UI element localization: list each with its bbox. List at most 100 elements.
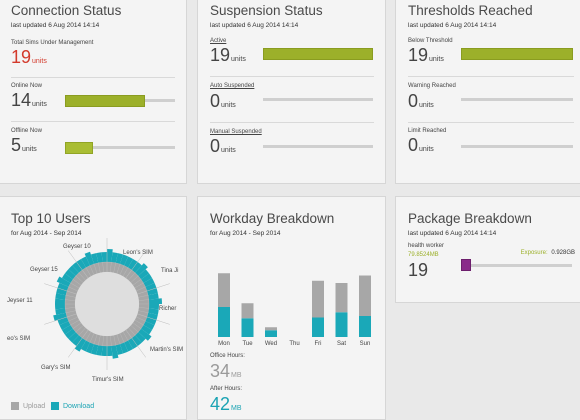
card-title: Thresholds Reached <box>408 3 533 18</box>
warning-reached-value: 0units <box>408 92 434 115</box>
below-threshold-value: 19units <box>408 46 444 69</box>
label-leader-line <box>68 250 89 279</box>
card-title: Suspension Status <box>210 3 323 18</box>
warning-reached-label: Warning Reached <box>408 83 456 89</box>
bar-download-tue <box>241 318 254 337</box>
last-updated: last updated 6 Aug 2014 14:14 <box>11 22 100 29</box>
upload-swatch <box>11 402 19 410</box>
total-sims-label: Total Sims Under Management <box>11 40 94 46</box>
office-number: 34 <box>210 361 231 381</box>
ring-download-segment <box>72 335 83 347</box>
user-label: Richer <box>159 306 177 312</box>
tick-label-fri: Fri <box>315 341 322 347</box>
ring-download-segment <box>124 340 133 352</box>
period: for Aug 2014 - Sep 2014 <box>11 230 82 237</box>
connection-status-card: Connection Status last updated 6 Aug 201… <box>0 0 187 184</box>
package-usage: 79.8524MB <box>408 252 439 258</box>
active-bar <box>263 48 373 60</box>
tick-label-thu: Thu <box>289 341 299 347</box>
ring-download-segment <box>57 282 69 292</box>
ring-download-segment <box>64 269 76 280</box>
manual-suspended-link[interactable]: Manual Suspended <box>210 129 262 135</box>
ring-download-segment <box>90 253 99 265</box>
bar-download-sun <box>359 316 371 337</box>
ring-download-segment <box>55 298 66 304</box>
ring-download-segment <box>101 252 107 263</box>
workday-bar-chart: Mon Tue Wed Thu Fri Sat Sun <box>218 273 371 347</box>
ring-download-segment <box>135 263 148 276</box>
user-label: Timur's SIM <box>92 377 124 383</box>
upload-label: Upload <box>22 402 46 410</box>
bar-download-fri <box>312 317 324 337</box>
below-threshold-label: Below Threshold <box>408 38 453 44</box>
ring-download-segment <box>131 261 142 273</box>
below-threshold-bar <box>461 48 573 60</box>
bar-upload-sat <box>335 283 348 313</box>
legend-download[interactable]: Download <box>51 402 94 410</box>
package-count: 19 <box>408 260 429 280</box>
office-hours-label: Office Hours: <box>210 353 245 359</box>
ring-download-segment <box>85 342 95 354</box>
exposure-label: Exposure: <box>520 250 548 256</box>
warning-number: 0 <box>408 91 419 111</box>
ring-download-segment <box>146 312 158 321</box>
download-swatch <box>51 402 59 410</box>
manual-number: 0 <box>210 136 221 156</box>
exposure-value: 0.928GB <box>551 250 575 256</box>
online-bar <box>65 95 145 107</box>
divider <box>210 122 374 123</box>
last-updated: last updated 6 Aug 2014 14:14 <box>408 230 497 237</box>
online-now-label: Online Now <box>11 83 43 89</box>
exposure: Exposure: 0.928GB <box>521 250 575 256</box>
bar-download-mon <box>218 307 230 337</box>
label-leader-line <box>44 283 77 295</box>
below-number: 19 <box>408 45 429 65</box>
office-hours-value: 34MB <box>210 362 242 385</box>
ring-download-segment <box>119 342 129 354</box>
workday-card: Workday Breakdown for Aug 2014 - Sep 201… <box>197 196 386 420</box>
warning-track <box>461 98 573 101</box>
ring-center <box>75 272 139 336</box>
auto-track <box>263 98 373 101</box>
bar-download-wed <box>265 330 277 337</box>
label-leader-line <box>125 329 146 358</box>
active-link[interactable]: Active <box>210 38 227 44</box>
ring-download-segment <box>84 251 95 266</box>
bar-upload-mon <box>218 273 230 307</box>
auto-suspended-link[interactable]: Auto Suspended <box>210 83 255 89</box>
package-track <box>461 264 572 267</box>
top-users-card: Top 10 Users for Aug 2014 - Sep 2014 Gey… <box>0 196 187 420</box>
ring-download-segment <box>96 345 103 356</box>
user-label: Martin's SIM <box>150 347 184 353</box>
card-title: Package Breakdown <box>408 211 532 226</box>
legend-upload[interactable]: Upload <box>11 402 45 410</box>
ring-download-segment <box>59 321 71 330</box>
below-unit: units <box>429 56 444 63</box>
label-leader-line <box>44 313 77 325</box>
user-label: Leon's SIM <box>123 250 153 256</box>
user-label: Geyser 15 <box>30 267 58 273</box>
ring-download-segment <box>74 337 86 352</box>
bar-upload-wed <box>265 327 277 331</box>
ring-download-segment <box>55 293 66 300</box>
card-title: Top 10 Users <box>11 211 91 226</box>
ring-download-segment <box>148 298 162 304</box>
ring-download-segment <box>107 345 113 356</box>
card-title: Workday Breakdown <box>210 211 335 226</box>
download-label: Download <box>62 402 95 410</box>
bar-upload-sun <box>359 275 371 316</box>
divider <box>408 76 574 77</box>
limit-track <box>461 145 573 148</box>
last-updated: last updated 6 Aug 2014 14:14 <box>210 22 299 29</box>
total-sims-unit: units <box>32 58 47 65</box>
ring-download-segment <box>96 252 103 263</box>
after-unit: MB <box>231 405 242 412</box>
tick-label-mon: Mon <box>218 341 230 347</box>
online-unit: units <box>32 101 47 108</box>
tick-label-wed: Wed <box>265 341 277 347</box>
offline-now-label: Offline Now <box>11 128 42 134</box>
ring-download-segment <box>111 345 119 359</box>
ring-download-segment <box>76 258 86 271</box>
after-hours-value: 42MB <box>210 395 242 418</box>
ring-download-segment <box>140 273 153 283</box>
